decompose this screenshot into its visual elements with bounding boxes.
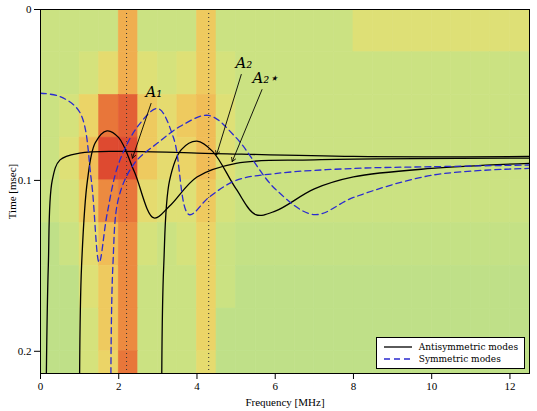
svg-text:6: 6 <box>272 380 278 392</box>
svg-text:2: 2 <box>116 380 122 392</box>
svg-text:Frequency [MHz]: Frequency [MHz] <box>245 396 324 408</box>
svg-text:0: 0 <box>38 380 44 392</box>
html-text:Symmetric modes: Symmetric modes <box>418 354 501 364</box>
html-text:Antisymmetric modes: Antisymmetric modes <box>418 342 518 352</box>
svg-text:Time [msec]: Time [msec] <box>6 164 18 220</box>
svg-text:10: 10 <box>426 380 438 392</box>
svg-text:0.2: 0.2 <box>18 345 32 357</box>
svg-text:0: 0 <box>26 3 32 15</box>
svg-text:8: 8 <box>351 380 357 392</box>
svg-text:A₂⋆: A₂⋆ <box>251 69 279 87</box>
svg-text:A₁: A₁ <box>144 83 163 101</box>
svg-text:4: 4 <box>194 380 200 392</box>
svg-text:0.1: 0.1 <box>18 174 32 186</box>
svg-text:12: 12 <box>504 380 515 392</box>
svg-text:A₂: A₂ <box>233 54 252 72</box>
